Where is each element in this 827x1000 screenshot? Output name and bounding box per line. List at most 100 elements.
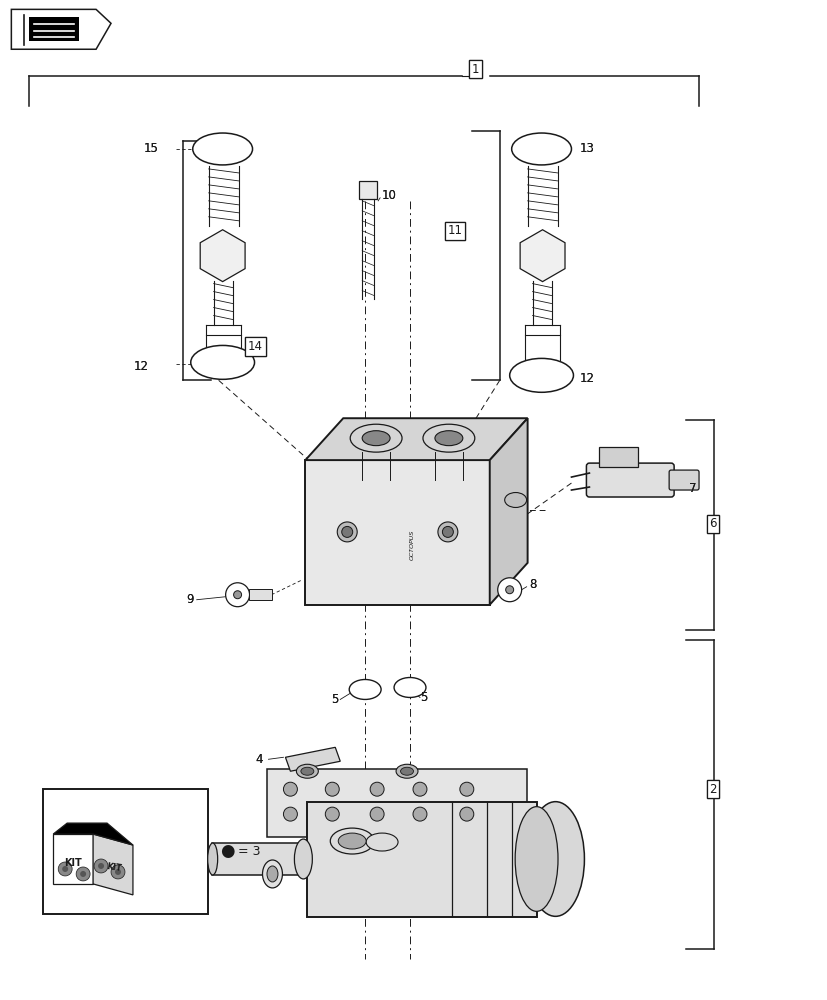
FancyBboxPatch shape — [267, 769, 526, 837]
Polygon shape — [29, 17, 79, 41]
Text: 12: 12 — [134, 360, 149, 373]
Text: 9: 9 — [185, 593, 193, 606]
Text: 5: 5 — [331, 693, 338, 706]
Polygon shape — [53, 834, 93, 884]
Ellipse shape — [437, 522, 457, 542]
Ellipse shape — [330, 828, 374, 854]
Ellipse shape — [193, 133, 252, 165]
Ellipse shape — [296, 764, 318, 778]
Text: 14: 14 — [248, 340, 263, 353]
Text: 4: 4 — [256, 753, 263, 766]
Ellipse shape — [395, 764, 418, 778]
Polygon shape — [305, 418, 527, 460]
Text: 11: 11 — [447, 224, 461, 237]
Polygon shape — [12, 9, 111, 49]
FancyBboxPatch shape — [599, 447, 637, 467]
FancyBboxPatch shape — [586, 463, 673, 497]
Text: 13: 13 — [579, 142, 594, 155]
Ellipse shape — [233, 591, 241, 599]
Ellipse shape — [434, 431, 462, 446]
Text: 5: 5 — [419, 691, 427, 704]
Text: 13: 13 — [579, 142, 594, 155]
Ellipse shape — [361, 431, 390, 446]
Text: 7: 7 — [688, 482, 696, 495]
Ellipse shape — [509, 358, 573, 392]
Text: 1: 1 — [471, 63, 479, 76]
FancyBboxPatch shape — [43, 789, 208, 914]
Polygon shape — [285, 747, 340, 771]
Ellipse shape — [394, 678, 425, 697]
Ellipse shape — [442, 526, 453, 537]
Text: 10: 10 — [381, 189, 396, 202]
Ellipse shape — [337, 522, 356, 542]
Text: 8: 8 — [529, 578, 537, 591]
Ellipse shape — [294, 839, 312, 879]
Ellipse shape — [350, 424, 402, 452]
Ellipse shape — [366, 833, 398, 851]
Text: 7: 7 — [688, 482, 696, 495]
Ellipse shape — [504, 493, 526, 507]
Text: 15: 15 — [144, 142, 159, 155]
Polygon shape — [53, 823, 133, 845]
Circle shape — [58, 862, 72, 876]
Ellipse shape — [226, 583, 249, 607]
Ellipse shape — [505, 586, 513, 594]
Text: 2: 2 — [709, 783, 716, 796]
Polygon shape — [489, 418, 527, 605]
Polygon shape — [305, 460, 489, 605]
Text: 15: 15 — [144, 142, 159, 155]
Circle shape — [325, 807, 339, 821]
Text: 10: 10 — [381, 189, 396, 202]
Text: KIT: KIT — [65, 858, 82, 868]
Text: 4: 4 — [256, 753, 263, 766]
Circle shape — [115, 869, 121, 875]
Circle shape — [413, 782, 427, 796]
Circle shape — [325, 782, 339, 796]
Polygon shape — [93, 834, 133, 895]
Polygon shape — [519, 230, 564, 282]
Text: 6: 6 — [709, 517, 716, 530]
FancyBboxPatch shape — [358, 181, 377, 199]
Ellipse shape — [190, 345, 254, 379]
Text: 6: 6 — [709, 517, 716, 530]
Text: 2: 2 — [709, 783, 716, 796]
Ellipse shape — [423, 424, 474, 452]
Circle shape — [62, 866, 68, 872]
Ellipse shape — [349, 680, 380, 699]
Text: 14: 14 — [248, 340, 263, 353]
Text: 9: 9 — [185, 593, 193, 606]
Ellipse shape — [300, 767, 313, 775]
Circle shape — [459, 807, 473, 821]
FancyBboxPatch shape — [668, 470, 698, 490]
Text: OCTOPUS: OCTOPUS — [409, 529, 414, 560]
Ellipse shape — [262, 860, 282, 888]
Ellipse shape — [511, 133, 571, 165]
Text: ●: ● — [219, 842, 234, 860]
Circle shape — [94, 859, 108, 873]
Circle shape — [459, 782, 473, 796]
Text: 5: 5 — [331, 693, 338, 706]
Circle shape — [370, 782, 384, 796]
Ellipse shape — [497, 578, 521, 602]
Text: 1: 1 — [471, 63, 479, 76]
Circle shape — [111, 865, 125, 879]
FancyBboxPatch shape — [249, 589, 271, 600]
Polygon shape — [200, 230, 245, 282]
Circle shape — [76, 867, 90, 881]
Text: 11: 11 — [447, 224, 461, 237]
Text: 12: 12 — [579, 372, 594, 385]
Ellipse shape — [342, 526, 352, 537]
Text: 8: 8 — [529, 578, 537, 591]
Circle shape — [98, 863, 104, 869]
Text: = 3: = 3 — [237, 845, 260, 858]
Ellipse shape — [266, 866, 278, 882]
Ellipse shape — [208, 843, 218, 875]
Ellipse shape — [338, 833, 366, 849]
FancyBboxPatch shape — [307, 802, 536, 917]
Ellipse shape — [526, 802, 584, 916]
Circle shape — [370, 807, 384, 821]
Circle shape — [413, 807, 427, 821]
Ellipse shape — [400, 767, 413, 775]
Text: 12: 12 — [134, 360, 149, 373]
Ellipse shape — [514, 807, 557, 911]
